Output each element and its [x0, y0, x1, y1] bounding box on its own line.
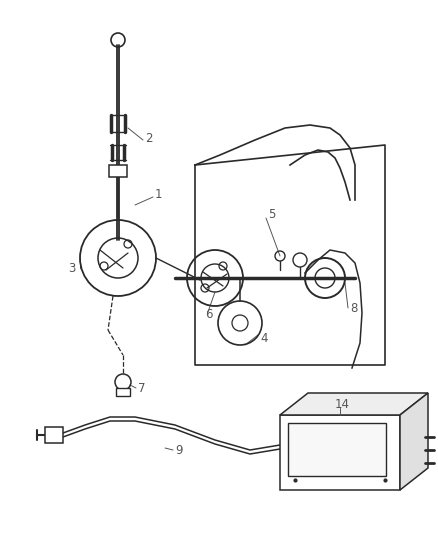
- Text: 6: 6: [205, 309, 212, 321]
- Polygon shape: [280, 415, 400, 490]
- Text: 1: 1: [155, 189, 162, 201]
- Text: 14: 14: [335, 399, 350, 411]
- FancyBboxPatch shape: [116, 388, 130, 396]
- Text: 5: 5: [268, 208, 276, 222]
- Text: 2: 2: [145, 132, 152, 144]
- Polygon shape: [280, 393, 428, 415]
- Text: 4: 4: [260, 332, 268, 344]
- FancyBboxPatch shape: [109, 165, 127, 177]
- Polygon shape: [400, 393, 428, 490]
- Text: 7: 7: [138, 382, 145, 394]
- Text: 9: 9: [175, 443, 183, 456]
- Text: 8: 8: [350, 302, 357, 314]
- Text: 3: 3: [68, 262, 75, 274]
- FancyBboxPatch shape: [288, 423, 386, 476]
- FancyBboxPatch shape: [45, 427, 63, 443]
